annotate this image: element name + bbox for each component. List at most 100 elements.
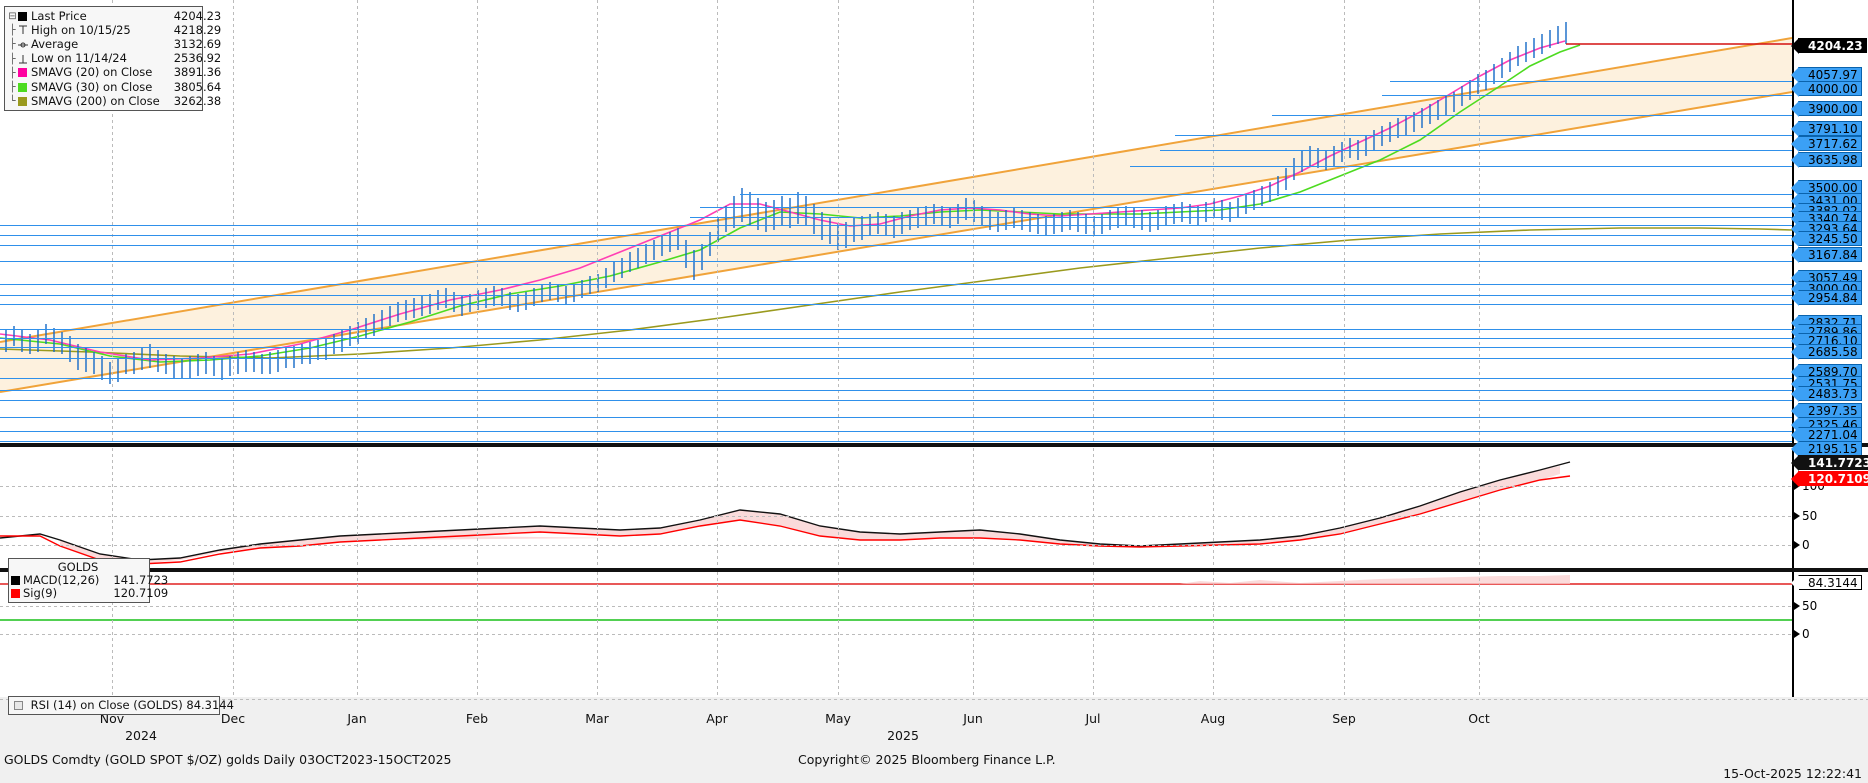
- support-line: [0, 261, 1792, 262]
- legend-value: 141.7723: [113, 573, 169, 587]
- x-axis-month-label: Mar: [585, 711, 609, 726]
- legend-tree-glyph: ├: [9, 82, 16, 94]
- support-line: [690, 217, 1792, 218]
- price-legend-row[interactable]: └ SMAVG (200) on Close 3262.38: [7, 94, 221, 108]
- macd-legend[interactable]: GOLDS MACD(12,26) 141.7723 Sig(9) 120.7109: [8, 558, 168, 604]
- price-level-tag[interactable]: 4000.00: [1791, 81, 1862, 97]
- price-legend-row[interactable]: ├ Low on 11/14/24 2536.92: [7, 51, 222, 66]
- legend-label: MACD(12,26): [23, 573, 100, 587]
- legend-value: 120.7109: [113, 586, 169, 601]
- price-level-tag[interactable]: 3791.10: [1791, 121, 1862, 137]
- macd-legend-row[interactable]: Sig(9) 120.7109: [11, 587, 168, 600]
- legend-value: 2536.92: [173, 51, 222, 66]
- support-line: [0, 235, 1792, 236]
- support-line: [1175, 135, 1792, 136]
- copyright-text: Copyright© 2025 Bloomberg Finance L.P.: [798, 752, 1056, 767]
- price-level-tag[interactable]: 2483.73: [1791, 386, 1862, 402]
- price-legend-row[interactable]: ├ SMAVG (20) on Close 3891.36: [7, 66, 221, 80]
- rsi-legend[interactable]: RSI (14) on Close (GOLDS) 84.3144: [8, 696, 234, 716]
- price-legend-row[interactable]: ├ Average 3132.69: [7, 37, 221, 51]
- legend-label: SMAVG (30) on Close: [31, 79, 153, 94]
- legend-label: Sig(9): [23, 586, 58, 601]
- price-legend[interactable]: ⊟ Last Price 4204.23 ├ High on 10/15/25 4218.…: [4, 6, 221, 112]
- price-level-tag[interactable]: 2954.84: [1791, 290, 1862, 306]
- price-level-tag[interactable]: 3245.50: [1791, 231, 1862, 247]
- macd-legend-rows: MACD(12,26) 141.7723 Sig(9) 120.7109: [11, 573, 169, 600]
- panel-divider: [0, 443, 1868, 447]
- macd-series-svg: [0, 461, 1571, 565]
- support-line: [0, 338, 1792, 339]
- support-line: [0, 431, 1792, 432]
- last-price-tag[interactable]: 4204.23: [1791, 38, 1867, 54]
- legend-value: 3262.38: [173, 93, 222, 108]
- x-axis-month-label: May: [825, 711, 851, 726]
- support-line: [1272, 115, 1792, 116]
- rsi-value-tag[interactable]: 84.3144: [1791, 575, 1862, 591]
- support-line: [0, 304, 1792, 305]
- panel-divider: [0, 568, 1868, 572]
- support-line: [0, 225, 1792, 226]
- support-line: [1390, 81, 1792, 82]
- price-legend-row[interactable]: ├ High on 10/15/25 4218.29: [7, 23, 221, 37]
- x-axis-month-label: Sep: [1332, 711, 1356, 726]
- macd-plot-area[interactable]: [0, 448, 1792, 568]
- price-chart-panel[interactable]: 4204.23 4057.97 4000.00 3900.00 3791.10 3717.…: [0, 0, 1868, 457]
- price-legend-row[interactable]: ⊟ Last Price 4204.23: [7, 9, 221, 23]
- rsi-series-svg: [0, 575, 1792, 621]
- gridline-vertical: [717, 0, 718, 443]
- legend-value: 3805.64: [173, 79, 222, 94]
- legend-swatch: [11, 574, 20, 587]
- price-legend-row[interactable]: ├ SMAVG (30) on Close 3805.64: [7, 80, 221, 94]
- legend-value: 3891.36: [173, 65, 222, 80]
- legend-tree-glyph: ├: [9, 53, 16, 65]
- price-level-tag[interactable]: 2271.04: [1791, 427, 1862, 443]
- support-line: [700, 207, 1792, 208]
- price-axis[interactable]: 4204.23 4057.97 4000.00 3900.00 3791.10 3717.…: [1791, 0, 1868, 457]
- price-level-tag[interactable]: 3635.98: [1791, 152, 1862, 168]
- x-axis-month-label: Jan: [347, 711, 367, 726]
- price-level-tag[interactable]: 3500.00: [1791, 180, 1862, 196]
- support-line: [0, 295, 1792, 296]
- price-level-tag[interactable]: 2397.35: [1791, 403, 1862, 419]
- gridline-vertical: [1093, 0, 1094, 443]
- price-level-tag[interactable]: 3900.00: [1791, 101, 1862, 117]
- macd-legend-row[interactable]: MACD(12,26) 141.7723: [11, 573, 169, 587]
- macd-value-tag[interactable]: 141.7723: [1791, 455, 1868, 471]
- legend-swatch-avg: [18, 37, 28, 51]
- gridline-horizontal: [0, 516, 1792, 517]
- timestamp: 15-Oct-2025 12:22:41: [1723, 766, 1862, 781]
- legend-label: Average: [31, 36, 79, 51]
- rsi-axis-tick: 50: [1802, 599, 1818, 613]
- x-axis-month-label: Apr: [706, 711, 728, 726]
- x-axis-month-label: Oct: [1468, 711, 1490, 726]
- rsi-plot-area[interactable]: [0, 572, 1792, 697]
- gridline-vertical: [112, 0, 113, 443]
- macd-value-tag[interactable]: 120.7109: [1791, 471, 1868, 487]
- price-level-tag[interactable]: 3167.84: [1791, 247, 1862, 263]
- support-line: [1382, 95, 1792, 96]
- price-plot-area[interactable]: [0, 0, 1792, 443]
- macd-line: [0, 461, 1571, 561]
- rsi-axis[interactable]: 84.3144 50 0: [1791, 572, 1868, 697]
- gridline-vertical: [1213, 0, 1214, 443]
- support-line: [0, 347, 1792, 348]
- support-line: [0, 390, 1792, 391]
- price-level-tag[interactable]: 4057.97: [1791, 67, 1862, 83]
- legend-label: SMAVG (20) on Close: [31, 65, 153, 80]
- x-axis-month-label: Jun: [963, 711, 983, 726]
- x-axis-month-label: Dec: [220, 711, 246, 726]
- rsi-panel[interactable]: 84.3144 50 0: [0, 572, 1868, 697]
- macd-axis-tick: 50: [1802, 509, 1818, 523]
- x-axis-month-label: Aug: [1200, 711, 1226, 726]
- price-level-tag[interactable]: 2195.15: [1791, 441, 1862, 457]
- axis-tick-arrow: [1794, 602, 1800, 610]
- x-axis-year-label: 2025: [887, 728, 919, 743]
- price-legend-rows: ⊟ Last Price 4204.23 ├ High on 10/15/25 4218.…: [7, 9, 221, 108]
- rsi-swatch: [14, 701, 23, 710]
- price-level-tag[interactable]: 2589.70: [1791, 364, 1862, 380]
- price-level-tag[interactable]: 2685.58: [1791, 344, 1862, 360]
- gridline-vertical: [1479, 0, 1480, 443]
- price-level-tag[interactable]: 3717.62: [1791, 136, 1862, 152]
